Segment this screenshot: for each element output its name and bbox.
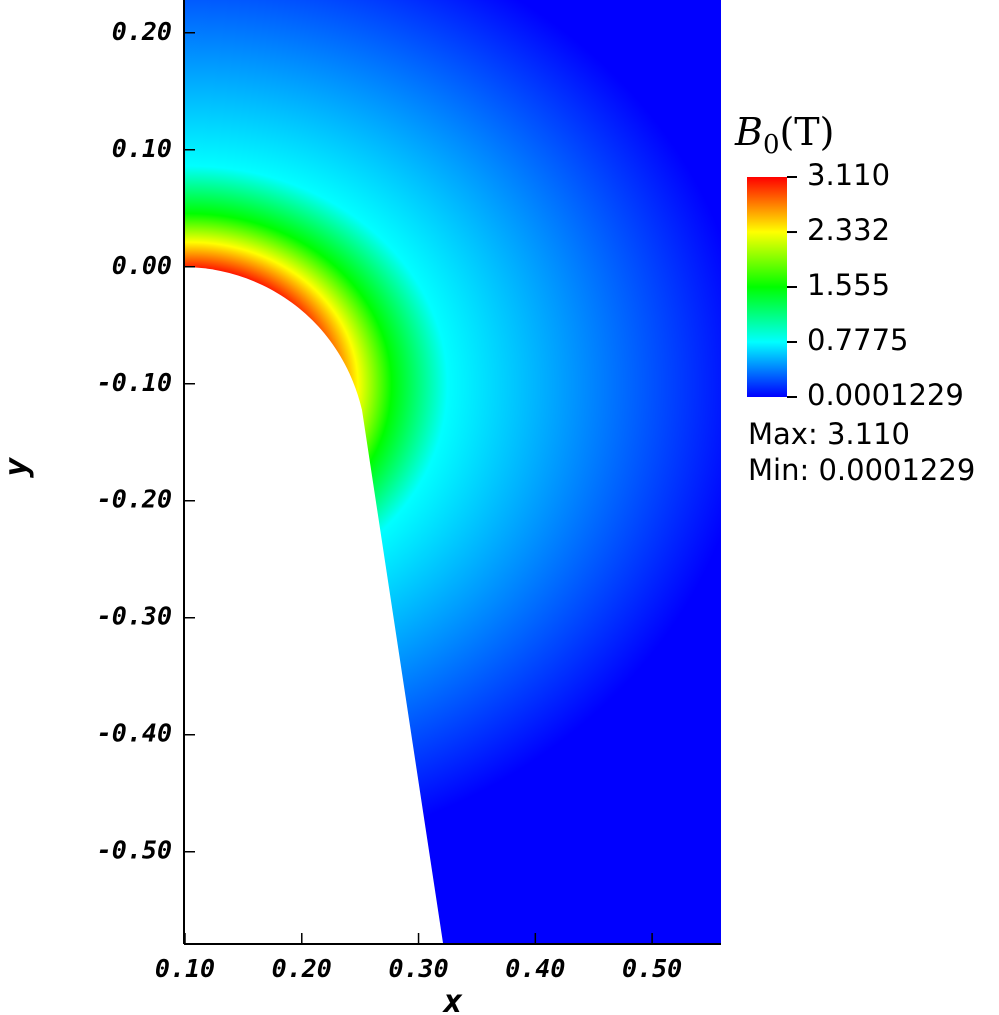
colorbar-tick-label: 3.110 <box>807 158 890 192</box>
x-tick-label: 0.10 <box>155 954 215 983</box>
y-tick-label: 0.00 <box>112 251 172 280</box>
colorbar-tick-label: 0.0001229 <box>807 378 964 412</box>
y-tick-label: -0.40 <box>97 719 172 748</box>
colorbar <box>747 177 787 397</box>
x-tick-label: 0.40 <box>505 954 565 983</box>
colorbar-title: B0(T) <box>734 110 834 160</box>
y-tick-label: 0.10 <box>112 134 172 163</box>
y-tick-label: -0.50 <box>97 836 172 865</box>
colorbar-tick-label: 2.332 <box>807 213 890 247</box>
y-tick-label: -0.10 <box>97 368 172 397</box>
coil-region <box>185 267 443 943</box>
colorbar-tick-label: 0.7775 <box>807 323 908 357</box>
x-tick-label: 0.50 <box>622 954 682 983</box>
x-tick-label: 0.20 <box>272 954 332 983</box>
colorbar-tick-label: 1.555 <box>807 268 890 302</box>
y-tick-label: 0.20 <box>112 17 172 46</box>
y-tick-label: -0.20 <box>97 485 172 514</box>
x-tick-label: 0.30 <box>388 954 448 983</box>
y-tick-label: -0.30 <box>97 602 172 631</box>
max-label: Max: 3.110 <box>748 417 910 451</box>
x-axis-label: x <box>441 982 463 1015</box>
y-axis-label: y <box>0 457 35 479</box>
min-label: Min: 0.0001229 <box>748 453 975 487</box>
